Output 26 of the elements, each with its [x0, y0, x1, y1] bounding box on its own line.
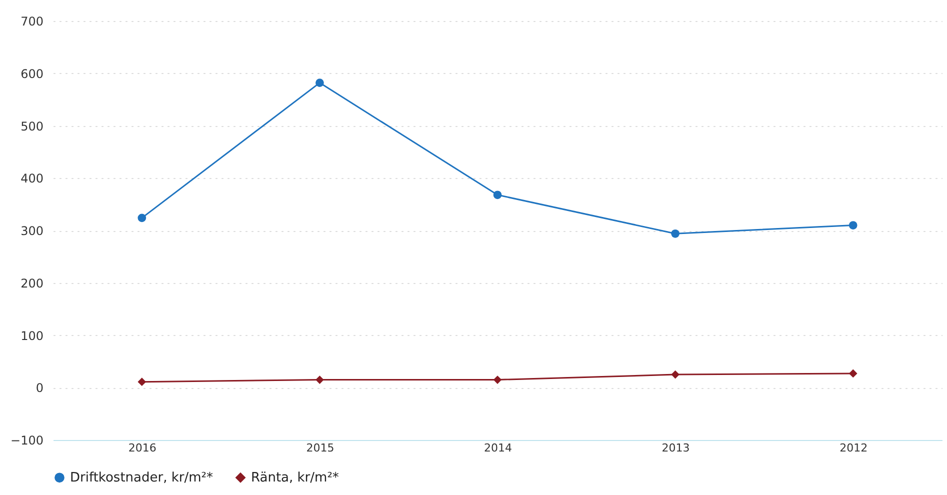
point	[316, 78, 324, 87]
x-tick-label: 2015	[306, 442, 334, 454]
x-tick-label: 2016	[128, 442, 156, 454]
point	[493, 376, 502, 384]
point	[493, 190, 502, 200]
x-tick-label: 2013	[662, 442, 690, 454]
y-tick-label: −100	[10, 434, 44, 448]
point	[138, 378, 146, 386]
point	[671, 370, 680, 379]
point	[138, 214, 146, 222]
y-tick-label: 0	[36, 381, 44, 396]
y-tick-label: 400	[20, 172, 44, 186]
x-tick-label: 2012	[840, 442, 868, 454]
point	[848, 221, 858, 230]
x-tick-label: 2014	[484, 442, 512, 454]
point	[848, 369, 858, 378]
legend-label: Ränta, kr/m²*	[251, 470, 340, 486]
point	[671, 229, 680, 238]
y-tick-label: 600	[20, 66, 44, 81]
y-tick-label: 200	[20, 276, 44, 290]
y-tick-label: 100	[20, 328, 44, 343]
legend-label: Driftkostnader, kr/m²*	[70, 470, 214, 486]
y-tick-label: 700	[20, 14, 44, 28]
point	[316, 376, 324, 384]
y-tick-label: 300	[20, 224, 44, 238]
y-tick-label: 500	[20, 119, 44, 134]
